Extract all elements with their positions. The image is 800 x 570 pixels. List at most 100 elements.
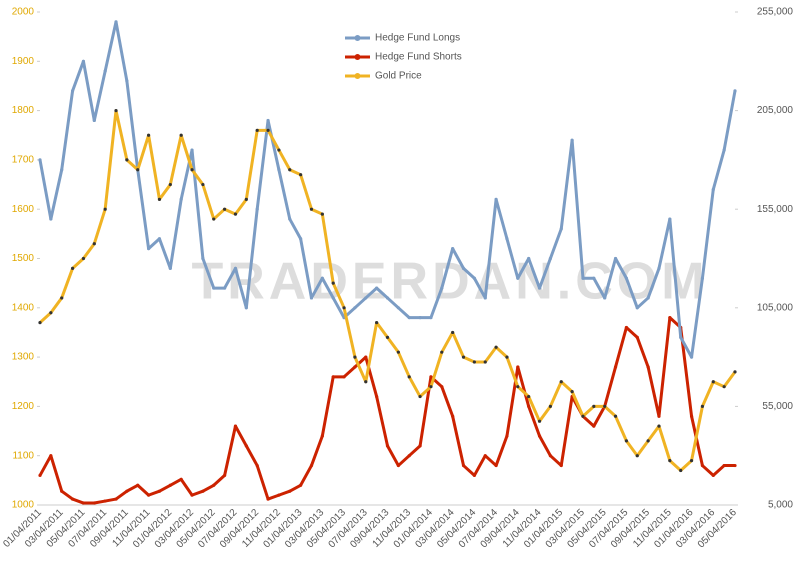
data-point: [38, 158, 42, 162]
data-point: [288, 217, 292, 221]
data-point: [733, 370, 737, 374]
data-point: [223, 286, 227, 290]
data-point: [201, 182, 205, 187]
data-point: [385, 444, 390, 448]
data-point: [266, 128, 270, 132]
data-point: [429, 385, 433, 389]
y-tick-label: 1400: [12, 302, 35, 313]
data-point: [613, 414, 618, 418]
data-point: [592, 276, 596, 280]
data-point: [168, 266, 172, 270]
legend-label: Hedge Fund Longs: [375, 33, 460, 44]
data-point: [613, 256, 618, 261]
data-point: [603, 296, 607, 300]
data-point: [299, 237, 303, 241]
data-point: [38, 473, 42, 478]
legend-label: Hedge Fund Shorts: [375, 52, 462, 63]
data-point: [299, 483, 303, 487]
data-point: [483, 360, 487, 364]
data-point: [559, 463, 563, 468]
data-point: [288, 489, 292, 493]
data-point: [309, 463, 314, 468]
data-point: [255, 128, 259, 132]
data-point: [364, 380, 368, 384]
data-point: [92, 242, 96, 246]
data-point: [461, 266, 466, 270]
data-point: [592, 424, 596, 428]
data-point: [494, 197, 498, 201]
data-point: [190, 148, 194, 152]
data-point: [418, 316, 422, 320]
data-point: [559, 380, 563, 384]
data-point: [635, 335, 639, 339]
y2-tick-label: 155,000: [757, 204, 794, 215]
data-point: [570, 138, 574, 142]
data-point: [103, 499, 107, 503]
data-point: [396, 350, 400, 354]
y-tick-label: 1200: [12, 401, 35, 412]
legend-marker: [354, 35, 361, 41]
data-point: [125, 489, 129, 493]
data-point: [364, 355, 368, 359]
data-point: [375, 394, 379, 399]
data-point: [114, 109, 118, 113]
data-point: [657, 266, 661, 270]
y-tick-label: 1000: [12, 500, 35, 511]
data-point: [233, 424, 238, 428]
data-point: [244, 197, 248, 201]
data-point: [179, 197, 183, 201]
y-tick-label: 1500: [12, 253, 35, 264]
data-point: [722, 148, 726, 152]
data-point: [70, 266, 75, 270]
data-point: [527, 394, 531, 399]
data-point: [700, 463, 705, 468]
data-point: [711, 473, 715, 478]
data-point: [624, 276, 629, 280]
data-point: [483, 454, 487, 458]
y-tick-label: 2000: [12, 7, 35, 18]
data-point: [136, 168, 140, 172]
data-point: [309, 296, 314, 300]
data-point: [516, 365, 520, 369]
data-point: [49, 217, 53, 221]
data-point: [407, 316, 411, 320]
data-point: [429, 375, 433, 379]
data-point: [603, 404, 607, 408]
data-point: [81, 59, 86, 63]
data-point: [385, 335, 390, 339]
data-point: [364, 296, 368, 300]
y-tick-label: 1700: [12, 155, 35, 166]
data-point: [212, 217, 216, 221]
data-point: [212, 286, 216, 290]
data-point: [146, 247, 151, 251]
data-point: [179, 133, 183, 137]
data-point: [505, 355, 509, 359]
y-tick-label: 1600: [12, 204, 35, 215]
data-point: [451, 414, 455, 418]
legend-marker: [354, 73, 361, 79]
data-point: [722, 463, 726, 468]
data-point: [157, 489, 162, 493]
y-tick-label: 1300: [12, 352, 35, 363]
data-point: [581, 276, 585, 280]
data-point: [418, 444, 422, 448]
data-point: [570, 390, 574, 394]
data-point: [635, 306, 639, 310]
data-point: [277, 493, 281, 497]
data-point: [646, 296, 650, 300]
data-point: [266, 497, 270, 501]
data-point: [537, 434, 542, 438]
data-point: [157, 197, 162, 201]
data-point: [657, 414, 661, 418]
data-point: [331, 296, 335, 300]
data-point: [244, 306, 248, 310]
data-point: [516, 385, 520, 389]
legend-marker: [354, 54, 361, 60]
y2-tick-label: 5,000: [768, 500, 793, 511]
data-point: [472, 276, 476, 280]
data-point: [700, 404, 705, 408]
data-point: [559, 227, 563, 231]
data-point: [103, 69, 107, 73]
data-point: [505, 237, 509, 241]
data-point: [49, 454, 53, 458]
